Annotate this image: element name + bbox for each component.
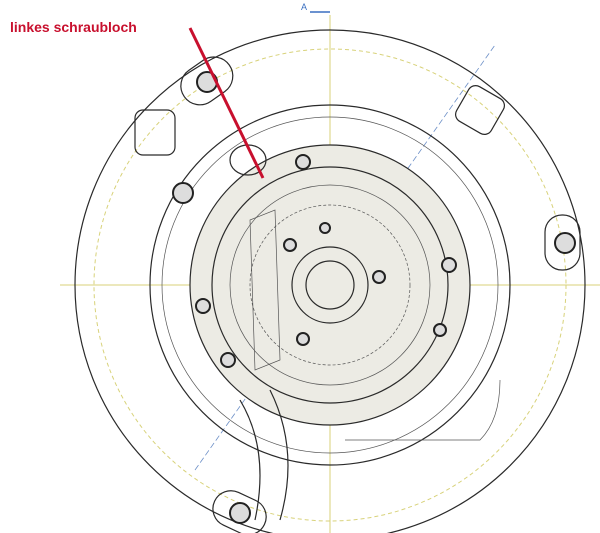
section-marker: A [301,2,307,12]
annotation-arrow [190,28,263,178]
screw-hole [284,239,296,251]
screw-hole [173,183,193,203]
screw-hole [320,223,330,233]
screw-hole [297,333,309,345]
screw-hole [442,258,456,272]
screw-hole [434,324,446,336]
technical-drawing: A linkes schraubloch [0,0,600,533]
screw-hole [221,353,235,367]
screw-hole [230,503,250,523]
screw-hole [296,155,310,169]
pad [135,110,175,155]
annotation-label: linkes schraubloch [10,19,137,35]
flange [190,145,470,425]
screw-hole [196,299,210,313]
screw-hole [373,271,385,283]
screw-hole [555,233,575,253]
pad [453,83,508,138]
